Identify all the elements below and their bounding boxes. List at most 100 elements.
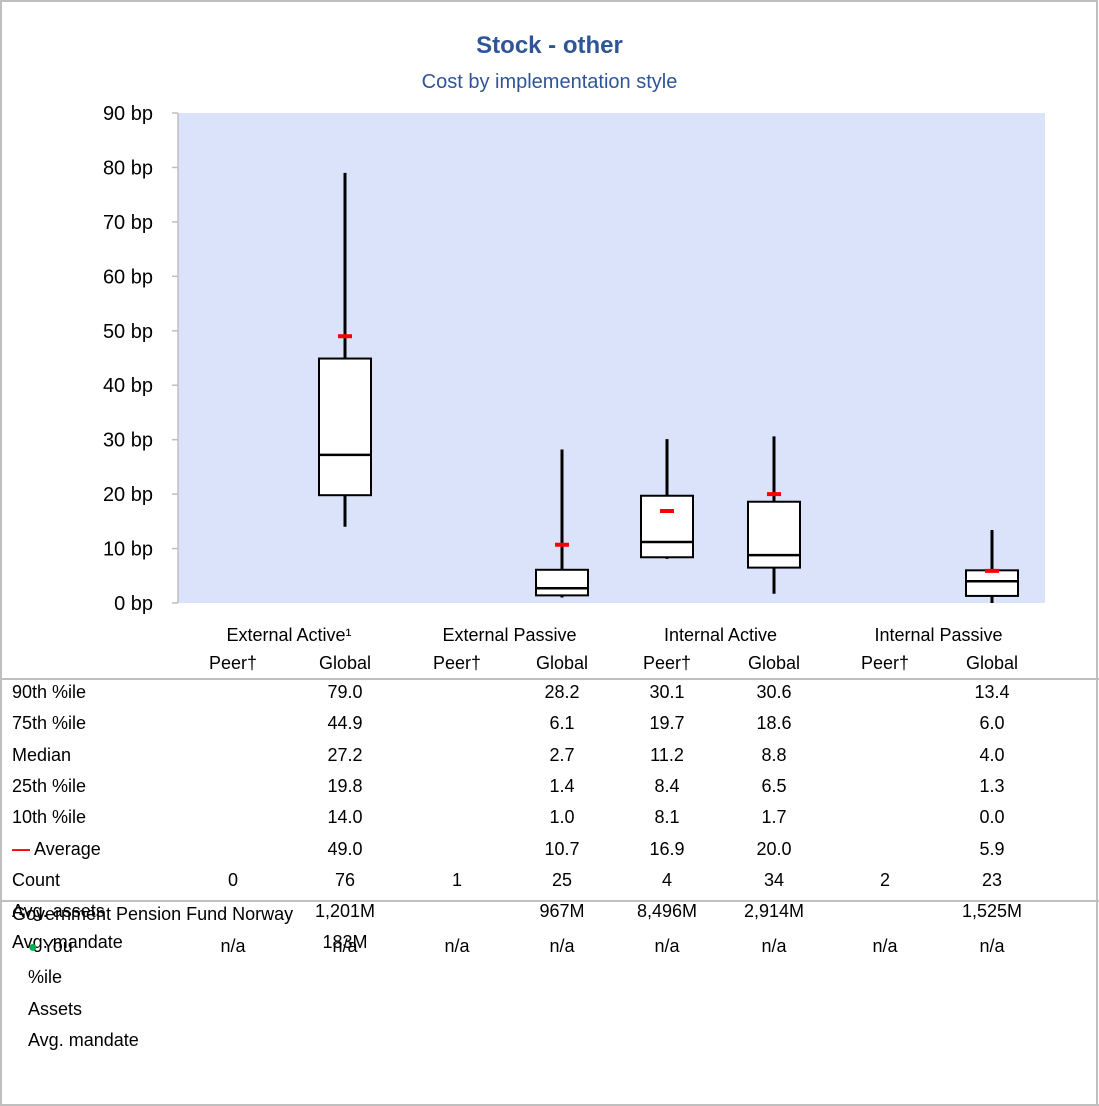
y-tick-label: 90 bp xyxy=(103,103,153,125)
stat-cell: 2.7 xyxy=(549,744,575,765)
extra-row-label: Avg. mandate xyxy=(28,1030,139,1050)
stat-cell: 44.9 xyxy=(327,713,363,734)
subgroup-label: Global xyxy=(748,653,800,673)
stat-cell: 967M xyxy=(539,901,585,922)
stat-cell: 2 xyxy=(879,869,890,890)
stat-cell: 23 xyxy=(981,869,1003,890)
extra-row-label: Assets xyxy=(28,998,83,1019)
stat-cell: 183M xyxy=(322,932,368,953)
stat-row-label: Avg. assets xyxy=(12,901,105,922)
stat-cell: 13.4 xyxy=(974,682,1010,702)
y-tick-label: 70 bp xyxy=(103,212,153,234)
y-tick-label: 20 bp xyxy=(103,484,153,506)
subgroup-label: Global xyxy=(966,653,1018,673)
stat-cell: 27.2 xyxy=(327,744,363,765)
stat-cell: 8.1 xyxy=(654,807,680,828)
stat-cell: 1,201M xyxy=(314,901,376,922)
you-cell: n/a xyxy=(872,936,898,956)
stat-cell: 25 xyxy=(551,869,573,890)
chart-title: Stock - other xyxy=(476,32,623,59)
you-row-label: ● You xyxy=(28,936,73,956)
box xyxy=(965,569,1019,597)
stat-cell: 14.0 xyxy=(327,807,363,828)
y-tick-label: 50 bp xyxy=(103,321,153,343)
group-label: Internal Passive xyxy=(874,625,1002,645)
box xyxy=(640,494,694,559)
subgroup-label: Global xyxy=(319,653,371,673)
y-tick-label: 80 bp xyxy=(103,157,153,179)
stat-cell: 16.9 xyxy=(649,838,685,859)
table-top-separator xyxy=(0,678,1099,680)
you-cell: n/a xyxy=(220,936,246,956)
stat-cell: 8.4 xyxy=(654,775,680,796)
stat-cell: 30.6 xyxy=(756,682,792,702)
subgroup-label: Global xyxy=(536,653,588,673)
stat-cell: 79.0 xyxy=(327,682,363,702)
y-tick-label: 40 bp xyxy=(103,375,153,397)
fund-name: Government Pension Fund Norway xyxy=(12,904,294,924)
group-label: External Passive xyxy=(442,625,576,645)
you-cell: n/a xyxy=(654,936,680,956)
stat-cell: 6.0 xyxy=(979,713,1005,734)
stat-row-label: 10th %ile xyxy=(12,807,87,828)
chart-subtitle: Cost by implementation style xyxy=(421,71,678,93)
stat-cell: 1.3 xyxy=(979,775,1005,796)
y-tick-label: 60 bp xyxy=(103,266,153,288)
stat-cell: 19.7 xyxy=(649,713,685,734)
fund-separator xyxy=(0,900,1099,902)
box-plot: 0 bp 10 bp 20 bp 30 bp 40 bp 50 bp 60 bp 70 bp 8… xyxy=(103,103,1045,673)
stat-cell: 6.5 xyxy=(761,775,787,796)
stat-cell: 6.1 xyxy=(549,713,575,734)
stat-cell: 30.1 xyxy=(649,682,685,702)
group-label: Internal Active xyxy=(664,625,777,645)
y-tick-label: 0 bp xyxy=(114,593,153,615)
stat-cell: 0 xyxy=(227,869,238,890)
stat-cell: 1.7 xyxy=(761,807,787,828)
stat-cell: 11.2 xyxy=(650,744,684,765)
stat-cell: 76 xyxy=(334,869,356,890)
stat-cell: 1.4 xyxy=(549,775,575,796)
stat-row-label: 75th %ile xyxy=(12,713,87,734)
you-cell: n/a xyxy=(761,936,787,956)
stat-row-label: 25th %ile xyxy=(12,775,87,796)
stat-cell: 4 xyxy=(661,869,672,890)
group-label: External Active¹ xyxy=(226,625,351,645)
subgroup-label: Peer† xyxy=(643,653,691,673)
you-cell: n/a xyxy=(444,936,470,956)
box xyxy=(318,357,372,497)
stat-cell: 8.8 xyxy=(761,744,787,765)
you-cell: n/a xyxy=(332,936,358,956)
stat-cell: 19.8 xyxy=(327,775,363,796)
you-cell: n/a xyxy=(549,936,575,956)
stat-cell: 49.0 xyxy=(327,838,363,859)
stat-cell: 0.0 xyxy=(979,807,1005,828)
subgroup-label: Peer† xyxy=(433,653,481,673)
plot-area xyxy=(178,113,1045,603)
y-tick-label: 10 bp xyxy=(103,539,153,561)
stat-cell: 1,525M xyxy=(961,901,1023,922)
you-cell: n/a xyxy=(979,936,1005,956)
stat-cell: 2,914M xyxy=(743,901,805,922)
stat-row-label: Avg. mandate xyxy=(12,932,123,953)
y-tick-label: 30 bp xyxy=(103,430,153,452)
box xyxy=(747,500,801,569)
stat-row-label: Count xyxy=(12,869,61,890)
stat-cell: 5.9 xyxy=(979,838,1005,859)
box xyxy=(535,568,589,597)
stat-row-label: — Average xyxy=(12,838,101,859)
stat-cell: 10.7 xyxy=(544,838,580,859)
stat-cell: 20.0 xyxy=(756,838,792,859)
subgroup-label: Peer† xyxy=(209,653,257,673)
stat-cell: 28.2 xyxy=(544,682,580,702)
stat-cell: 1.0 xyxy=(549,807,575,828)
stat-row-label: Median xyxy=(12,744,72,765)
stat-cell: 18.6 xyxy=(756,713,792,734)
stat-row-label: 90th %ile xyxy=(12,682,87,702)
extra-row-label: %ile xyxy=(28,967,63,987)
stat-cell: 1 xyxy=(451,869,462,890)
frame-bottom-border xyxy=(0,1104,1099,1106)
frame-right-border xyxy=(1096,0,1098,1106)
subgroup-label: Peer† xyxy=(861,653,909,673)
stat-cell: 8,496M xyxy=(636,901,698,922)
